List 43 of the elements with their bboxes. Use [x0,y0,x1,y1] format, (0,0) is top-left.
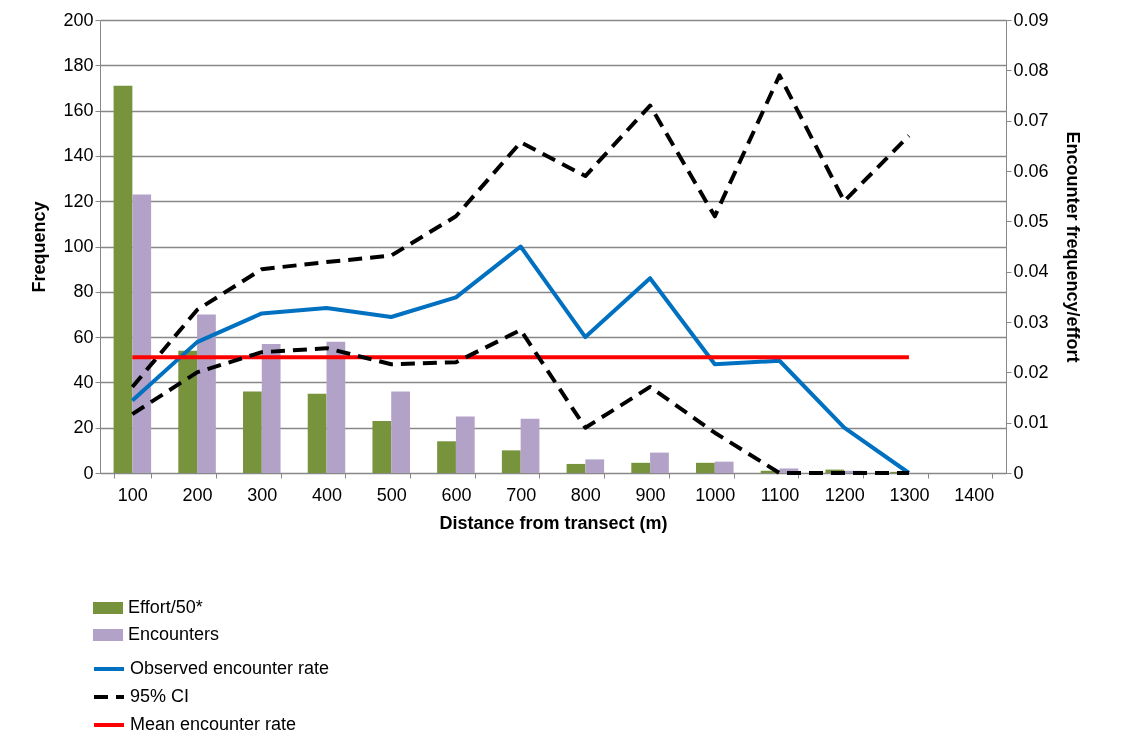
y-tick-label: 160 [63,100,94,121]
legend-label: Mean encounter rate [130,714,297,734]
y2-tick-label: 0.01 [1013,412,1049,433]
x-axis-title: Distance from transect (m) [439,512,668,533]
y-tick-label: 200 [63,9,94,30]
x-tick-label: 200 [182,484,213,505]
y2-tick-label: 0.05 [1013,210,1049,231]
x-tick-label: 1400 [954,484,995,505]
y-tick-label: 80 [73,281,94,302]
x-tick-label: 500 [376,484,407,505]
y-tick-label: 180 [63,54,94,75]
y-tick-label: 0 [83,462,94,483]
y2-tick-label: 0.07 [1013,110,1049,131]
y2-tick-label: 0.08 [1013,59,1049,80]
y-tick-label: 20 [73,417,94,438]
y-tick-label: 120 [63,190,94,211]
y-tick-label: 100 [63,236,94,256]
y2-tick-label: 0.09 [1013,9,1049,30]
y-tick-label: 40 [73,371,94,392]
y-axis-title: Frequency [29,201,50,293]
y2-tick-label: 0.02 [1013,361,1049,382]
y2-axis-title: Encounter frequency/effort [1062,131,1083,363]
x-tick-label: 700 [506,484,537,505]
y2-tick-label: 0.06 [1013,160,1049,181]
legend-label: Encounters [128,624,220,644]
y-tick-label: 140 [63,145,94,166]
x-tick-label: 600 [441,484,472,505]
x-tick-label: 300 [247,484,278,505]
x-tick-label: 900 [635,484,666,505]
legend-label: 95% CI [130,686,190,706]
legend-label: Observed encounter rate [130,658,330,678]
y2-tick-label: 0.04 [1013,261,1049,282]
x-tick-label: 1100 [760,484,800,505]
x-tick-label: 400 [311,484,343,505]
x-tick-label: 800 [570,484,601,505]
y2-tick-label: 0.03 [1013,311,1049,332]
x-tick-label: 1300 [889,484,930,505]
x-tick-label: 1000 [695,484,736,505]
x-tick-label: 100 [117,484,148,505]
legend-label: Effort/50* [128,597,203,617]
y-tick-label: 60 [73,326,94,347]
x-tick-label: 1200 [824,484,865,505]
y2-tick-label: 0 [1013,462,1024,483]
